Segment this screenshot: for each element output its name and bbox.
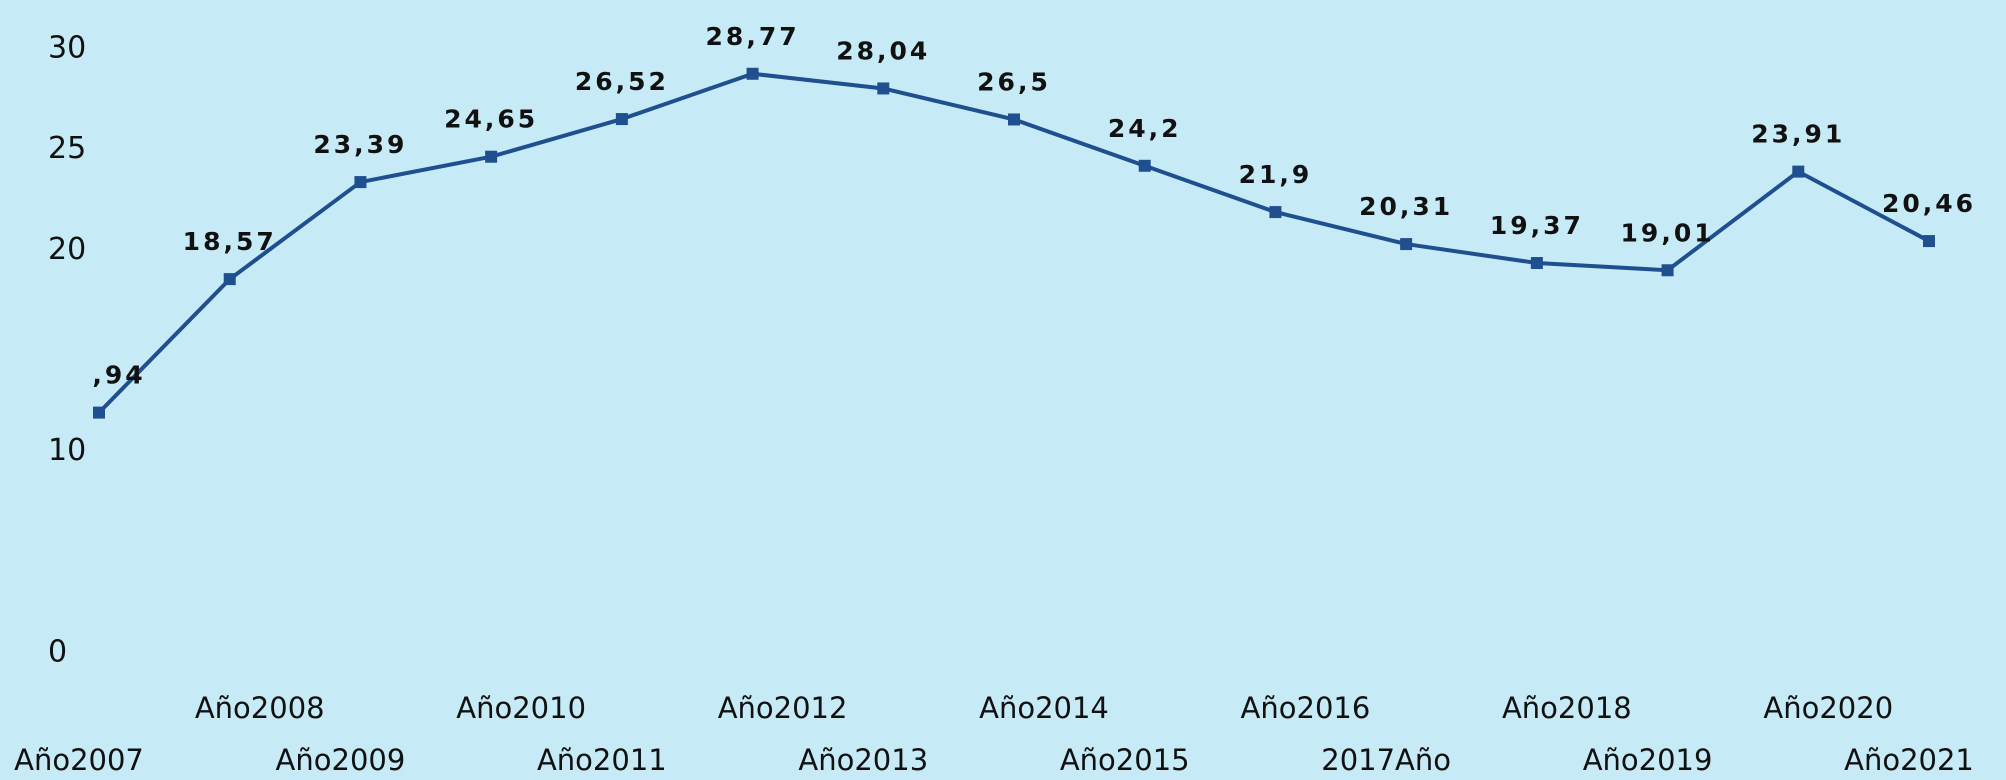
point	[1138, 159, 1151, 172]
value-label: 20,46	[1882, 189, 1976, 218]
value-label: 24,2	[1108, 114, 1182, 143]
point	[746, 67, 759, 80]
point	[1661, 264, 1674, 277]
value-label: 26,5	[977, 67, 1051, 96]
value-label: 18,57	[183, 227, 277, 256]
point	[1530, 257, 1543, 270]
value-label: 23,39	[313, 130, 407, 159]
x-tick-label: Año2011	[537, 743, 667, 777]
point	[615, 113, 628, 126]
value-label: 24,65	[444, 105, 538, 134]
point	[1008, 113, 1020, 126]
x-tick-label: Año2015	[1060, 743, 1190, 777]
x-tick-label: Año2007	[14, 743, 144, 777]
x-tick-label: Año2014	[979, 691, 1109, 725]
x-tick-label: Año2009	[276, 743, 406, 777]
x-tick-label: Año2013	[798, 743, 928, 777]
value-label: 23,91	[1751, 120, 1845, 149]
y-tick-label: 30	[48, 31, 86, 66]
x-tick-label: Año2021	[1844, 743, 1974, 777]
point	[1269, 206, 1282, 219]
value-label: 19,01	[1621, 218, 1715, 247]
point	[223, 273, 236, 286]
x-tick-label: Año2020	[1763, 691, 1893, 725]
x-tick-label: Año2018	[1502, 691, 1632, 725]
x-tick-label: Año2016	[1241, 691, 1371, 725]
point	[354, 176, 367, 189]
y-tick-label: 20	[48, 232, 86, 267]
value-label: 19,37	[1490, 211, 1584, 240]
value-label: ,94	[92, 361, 145, 390]
point	[93, 406, 105, 419]
x-tick-label: 2017Año	[1321, 743, 1451, 777]
point	[1400, 238, 1413, 251]
x-tick-label: Año2008	[195, 691, 325, 725]
x-tick-label: Año2019	[1583, 743, 1713, 777]
point	[1923, 235, 1935, 248]
value-label: 21,9	[1239, 160, 1313, 189]
y-tick-label: 0	[48, 635, 67, 670]
y-tick-label: 10	[48, 433, 86, 468]
point	[1792, 165, 1805, 178]
value-label: 28,04	[836, 36, 930, 65]
x-tick-label: Año2012	[718, 691, 848, 725]
value-label: 26,52	[575, 67, 669, 96]
value-label: 28,77	[706, 22, 800, 51]
x-tick-label: Año2010	[456, 691, 586, 725]
y-tick-label: 25	[48, 131, 86, 166]
point	[877, 82, 890, 95]
value-label: 20,31	[1359, 192, 1453, 221]
point	[485, 150, 498, 163]
